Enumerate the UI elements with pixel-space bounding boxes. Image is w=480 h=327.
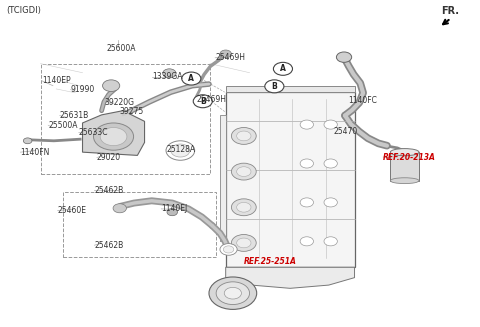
Circle shape xyxy=(231,163,256,180)
Bar xyxy=(226,92,355,267)
Circle shape xyxy=(167,209,178,216)
Circle shape xyxy=(100,128,127,146)
Text: 39220G: 39220G xyxy=(104,98,134,107)
Circle shape xyxy=(182,72,201,85)
Circle shape xyxy=(103,80,120,92)
Text: 25462B: 25462B xyxy=(95,241,124,250)
Circle shape xyxy=(300,237,313,246)
Circle shape xyxy=(171,144,190,157)
Circle shape xyxy=(231,234,256,251)
Text: 25462B: 25462B xyxy=(95,186,124,195)
Circle shape xyxy=(24,138,32,144)
Circle shape xyxy=(113,204,126,213)
Circle shape xyxy=(336,52,352,62)
Text: B: B xyxy=(200,97,205,106)
Circle shape xyxy=(237,238,251,248)
Circle shape xyxy=(224,287,241,299)
Circle shape xyxy=(274,62,292,75)
Text: B: B xyxy=(272,82,277,91)
Circle shape xyxy=(231,199,256,216)
Polygon shape xyxy=(226,267,355,288)
Text: (TCIGDI): (TCIGDI) xyxy=(6,6,41,15)
Circle shape xyxy=(209,277,257,309)
Text: REF.25-251A: REF.25-251A xyxy=(244,257,297,266)
Circle shape xyxy=(237,202,251,212)
Circle shape xyxy=(166,141,195,160)
Circle shape xyxy=(223,246,234,253)
Text: 25469H: 25469H xyxy=(196,95,226,104)
Text: 25128A: 25128A xyxy=(166,145,195,154)
Circle shape xyxy=(265,80,284,93)
Bar xyxy=(220,115,226,241)
Text: 25500A: 25500A xyxy=(48,121,78,130)
Circle shape xyxy=(163,69,176,78)
Text: 91990: 91990 xyxy=(71,85,95,94)
Bar xyxy=(226,86,355,92)
Bar xyxy=(63,192,216,257)
Text: 1140EP: 1140EP xyxy=(42,76,71,85)
Text: 1140FC: 1140FC xyxy=(348,96,377,105)
Circle shape xyxy=(216,282,250,304)
Polygon shape xyxy=(83,111,144,155)
Text: 25633C: 25633C xyxy=(79,128,108,137)
Circle shape xyxy=(231,128,256,145)
Circle shape xyxy=(300,120,313,129)
Bar xyxy=(40,64,210,174)
Text: 39275: 39275 xyxy=(120,107,144,116)
Circle shape xyxy=(237,167,251,177)
Text: 1140FN: 1140FN xyxy=(21,148,50,157)
Text: FR.: FR. xyxy=(442,6,459,16)
Text: 25600A: 25600A xyxy=(107,44,136,53)
Ellipse shape xyxy=(390,178,419,183)
Circle shape xyxy=(324,159,337,168)
Text: A: A xyxy=(188,74,194,83)
Text: 1140EJ: 1140EJ xyxy=(161,204,188,214)
Circle shape xyxy=(324,237,337,246)
Text: 29020: 29020 xyxy=(97,153,121,162)
Circle shape xyxy=(193,95,212,108)
Circle shape xyxy=(94,123,133,150)
Text: REF.20-213A: REF.20-213A xyxy=(383,152,436,162)
Text: 25469H: 25469H xyxy=(215,53,245,62)
Circle shape xyxy=(300,159,313,168)
Circle shape xyxy=(324,120,337,129)
Circle shape xyxy=(220,50,231,58)
Text: 25460E: 25460E xyxy=(58,206,87,215)
Circle shape xyxy=(324,198,337,207)
Text: 25631B: 25631B xyxy=(60,111,89,120)
Ellipse shape xyxy=(390,148,419,156)
Circle shape xyxy=(237,131,251,141)
Text: 1339GA: 1339GA xyxy=(152,72,182,81)
Circle shape xyxy=(300,198,313,207)
Circle shape xyxy=(220,244,237,255)
Bar xyxy=(390,152,419,181)
Text: A: A xyxy=(280,64,286,73)
Text: 25470: 25470 xyxy=(333,127,357,136)
